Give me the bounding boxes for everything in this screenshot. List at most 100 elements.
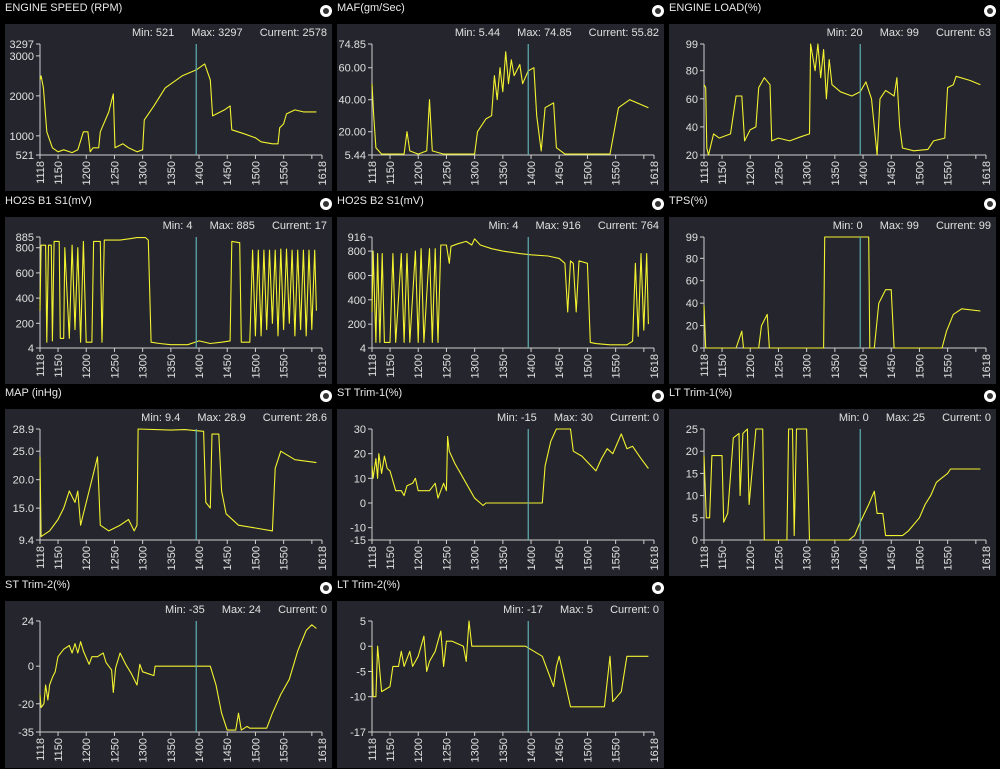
chart-stats: Min: 521 Max: 3297 Current: 2578 — [118, 27, 327, 39]
x-tick-label: 1300 — [802, 546, 814, 570]
x-tick-label: 1618 — [317, 161, 329, 185]
x-tick-label: 1400 — [526, 546, 538, 570]
chart-options-icon[interactable] — [320, 198, 332, 210]
y-tick-label: -10 — [350, 692, 366, 704]
chart-title: ENGINE LOAD(%) — [669, 2, 762, 14]
data-series-line — [371, 428, 649, 507]
x-tick-label: 1250 — [109, 354, 121, 378]
x-tick-label: 1200 — [81, 161, 93, 185]
chart-stats: Min: 0 Max: 99 Current: 99 — [819, 220, 991, 232]
x-tick-label: 1118 — [35, 354, 47, 377]
chart-stats: Min: 20 Max: 99 Current: 63 — [813, 27, 991, 39]
chart-title: TPS(%) — [669, 195, 708, 207]
data-series-line — [39, 624, 317, 731]
chart-options-icon[interactable] — [652, 582, 664, 594]
current-label: Current: — [942, 412, 982, 424]
min-value: 521 — [155, 27, 175, 39]
chart-title: HO2S B1 S1(mV) — [5, 195, 92, 207]
chart-stats: Min: 0 Max: 25 Current: 0 — [825, 412, 991, 424]
x-tick-label: 1200 — [745, 354, 757, 378]
current-label: Current: — [271, 220, 312, 232]
x-tick-label: 1500 — [250, 738, 262, 762]
y-tick-label: 800 — [348, 246, 366, 258]
y-tick-label: 25 — [686, 424, 698, 436]
chart-stats: Min: 4 Max: 885 Current: 17 — [149, 220, 327, 232]
min-value: 0 — [856, 220, 863, 232]
y-tick-label: 24 — [22, 616, 34, 628]
x-tick-label: 1450 — [222, 546, 234, 570]
line-chart: 0 5 10 15 20 25 1118 1150 1200 1250 1300 1350 1400 14… — [686, 424, 993, 570]
y-tick-label: 99 — [686, 232, 698, 244]
y-tick-label: 4 — [360, 343, 366, 355]
data-series-line — [39, 237, 317, 346]
x-tick-label: 1150 — [385, 738, 397, 762]
y-tick-label: 400 — [16, 293, 34, 305]
x-tick-label: 1300 — [470, 354, 482, 378]
line-chart: -17 -10 -5 0 5 1118 1150 1200 1250 1300 1350 1400 14… — [350, 616, 661, 762]
x-tick-label: 1500 — [250, 546, 262, 570]
data-series-line — [371, 620, 649, 708]
chart-options-icon[interactable] — [320, 582, 332, 594]
chart-area: Min: 5.44 Max: 74.85 Current: 55.82 5.44… — [337, 24, 664, 191]
x-tick-label: 1300 — [138, 546, 150, 570]
x-tick-label: 1618 — [981, 354, 993, 378]
data-series-line — [39, 63, 317, 154]
chart-area: Min: -15 Max: 30 Current: 0 -15 -10 0 10 20 3… — [337, 409, 664, 576]
x-tick-label: 1118 — [35, 161, 47, 184]
data-series-line — [703, 43, 981, 156]
chart-area: Min: 0 Max: 25 Current: 0 0 5 10 15 20 25 1118… — [669, 409, 996, 576]
y-tick-label: 4 — [28, 343, 34, 355]
x-tick-label: 1350 — [830, 161, 842, 185]
y-tick-label: 800 — [16, 243, 34, 255]
y-tick-label: 99 — [686, 39, 698, 51]
x-tick-label: 1500 — [582, 738, 594, 762]
chart-area: Min: 521 Max: 3297 Current: 2578 521 1000… — [5, 24, 332, 191]
current-label: Current: — [262, 412, 303, 424]
y-tick-label: 1000 — [10, 131, 34, 143]
x-tick-label: 1450 — [222, 161, 234, 185]
x-tick-label: 1550 — [943, 161, 955, 185]
chart-options-icon[interactable] — [652, 198, 664, 210]
x-tick-label: 1350 — [830, 354, 842, 378]
x-tick-label: 1200 — [745, 546, 757, 570]
current-label: Current: — [597, 220, 638, 232]
min-label: Min: — [488, 220, 510, 232]
y-tick-label: 885 — [16, 232, 34, 244]
chart-options-icon[interactable] — [984, 198, 996, 210]
x-tick-label: 1118 — [699, 354, 711, 377]
x-tick-label: 1200 — [81, 354, 93, 378]
x-tick-label: 1150 — [385, 354, 397, 378]
x-tick-label: 1550 — [279, 546, 291, 570]
chart-area: Min: -35 Max: 24 Current: 0 -35 -20 0 24 111… — [5, 601, 332, 768]
chart-title: ST Trim-2(%) — [5, 579, 71, 591]
x-tick-label: 1350 — [498, 738, 510, 762]
line-chart: 4 200 400 600 800 916 1118 1150 1200 1250 1300 1350… — [348, 232, 661, 378]
chart-options-icon[interactable] — [652, 390, 664, 402]
y-tick-label: 20 — [686, 446, 698, 458]
max-value: 99 — [906, 220, 919, 232]
chart-options-icon[interactable] — [652, 5, 664, 17]
x-tick-label: 1400 — [194, 161, 206, 185]
y-tick-label: 40 — [686, 122, 698, 134]
chart-options-icon[interactable] — [984, 390, 996, 402]
x-tick-label: 1400 — [858, 354, 870, 378]
max-value: 885 — [236, 220, 255, 232]
min-value: -35 — [188, 604, 205, 616]
x-tick-label: 1450 — [886, 546, 898, 570]
x-tick-label: 1250 — [109, 738, 121, 762]
chart-stats: Min: 5.44 Max: 74.85 Current: 55.82 — [441, 27, 659, 39]
chart-area: Min: -17 Max: 5 Current: 0 -17 -10 -5 0 5 111… — [337, 601, 664, 768]
min-value: 5.44 — [478, 27, 501, 39]
data-series-line — [703, 428, 981, 541]
y-tick-label: 30 — [354, 424, 366, 436]
chart-options-icon[interactable] — [984, 5, 996, 17]
x-tick-label: 1618 — [981, 161, 993, 185]
chart-options-icon[interactable] — [320, 5, 332, 17]
current-value: 17 — [314, 220, 327, 232]
chart-options-icon[interactable] — [320, 390, 332, 402]
x-tick-label: 1350 — [166, 161, 178, 185]
x-tick-label: 1450 — [222, 738, 234, 762]
max-value: 24 — [248, 604, 261, 616]
x-tick-label: 1450 — [886, 161, 898, 185]
max-label: Max: — [553, 412, 578, 424]
